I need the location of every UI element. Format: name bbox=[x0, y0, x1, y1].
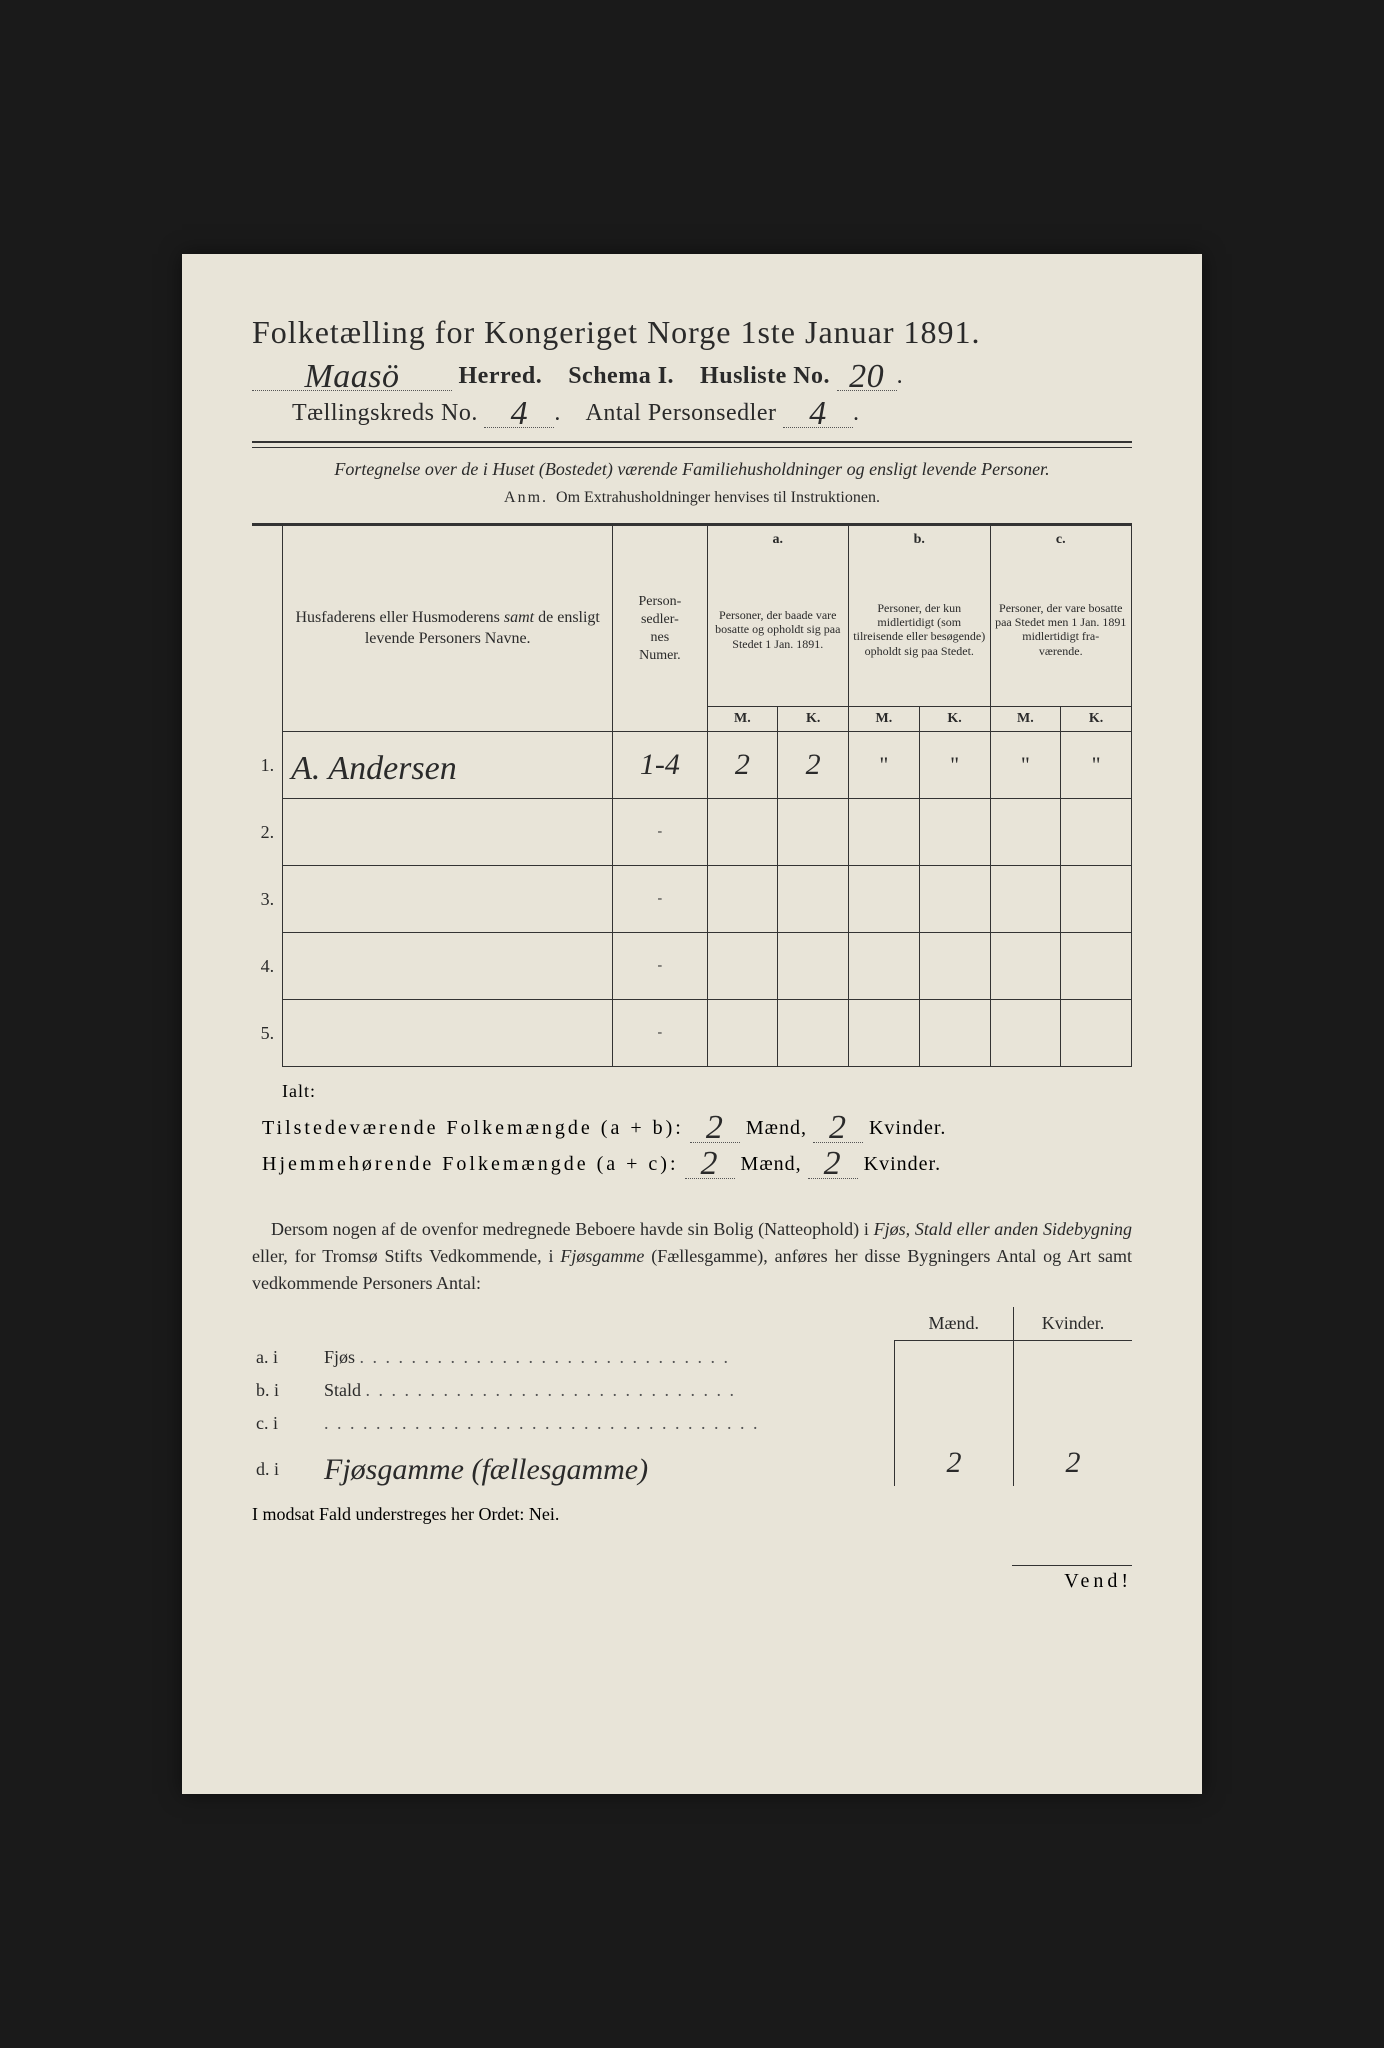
table-row: 3. - bbox=[252, 866, 1132, 933]
herred-label: Herred. bbox=[459, 363, 543, 389]
name-cell bbox=[283, 933, 613, 1000]
lower-d-k: 2 bbox=[1066, 1446, 1081, 1479]
herred-value: Maasö bbox=[252, 363, 452, 391]
header-line-2: Tællingskreds No. 4. Antal Personsedler … bbox=[252, 396, 1132, 427]
nei-line: I modsat Fald understreges her Ordet: Ne… bbox=[252, 1504, 1132, 1525]
table-row: 4. - bbox=[252, 933, 1132, 1000]
col-c-letter: c. bbox=[990, 525, 1132, 553]
name-cell bbox=[283, 1000, 613, 1067]
row-number: 5. bbox=[252, 1000, 283, 1067]
anm-line: Anm. Om Extrahusholdninger henvises til … bbox=[252, 489, 1132, 507]
page-container: Folketælling for Kongeriget Norge 1ste J… bbox=[0, 0, 1384, 2048]
table-row: 5. - bbox=[252, 1000, 1132, 1067]
name-cell bbox=[283, 866, 613, 933]
am-cell: 2 bbox=[707, 732, 778, 799]
col-num-header: Person- sedler- nes Numer. bbox=[613, 525, 707, 732]
bk-cell: " bbox=[919, 732, 990, 799]
num-cell: 1-4 bbox=[613, 732, 707, 799]
schema-label: Schema I. bbox=[568, 363, 674, 389]
num-cell: - bbox=[613, 933, 707, 1000]
antal-value: 4 bbox=[783, 400, 853, 428]
lower-table: Mænd. Kvinder. a. i Fjøs . . . . . . . .… bbox=[252, 1307, 1132, 1486]
table-row: 2. - bbox=[252, 799, 1132, 866]
col-a-header: Personer, der baade vare bosatte og opho… bbox=[707, 552, 848, 707]
lower-row-c: c. i . . . . . . . . . . . . . . . . . .… bbox=[252, 1407, 1132, 1440]
ialt-label: Ialt: bbox=[282, 1081, 1132, 1102]
header-line-1: Maasö Herred. Schema I. Husliste No. 20. bbox=[252, 359, 1132, 390]
instructions-paragraph: Dersom nogen af de ovenfor medregnede Be… bbox=[252, 1216, 1132, 1297]
col-c-m: M. bbox=[990, 707, 1061, 732]
col-a-letter: a. bbox=[707, 525, 848, 553]
lower-row-a: a. i Fjøs . . . . . . . . . . . . . . . … bbox=[252, 1341, 1132, 1374]
summary-line-2: Hjemmehørende Folkemængde (a + c): 2 Mæn… bbox=[262, 1146, 1132, 1176]
anm-text: Om Extrahusholdninger henvises til Instr… bbox=[556, 489, 880, 506]
lower-kvinder-header: Kvinder. bbox=[1014, 1307, 1133, 1341]
name-cell bbox=[283, 799, 613, 866]
kreds-value: 4 bbox=[484, 400, 554, 428]
census-document: Folketælling for Kongeriget Norge 1ste J… bbox=[182, 254, 1202, 1794]
husliste-label: Husliste No. bbox=[700, 363, 830, 389]
col-b-k: K. bbox=[919, 707, 990, 732]
lower-row-b: b. i Stald . . . . . . . . . . . . . . .… bbox=[252, 1374, 1132, 1407]
sum2-m: 2 bbox=[685, 1150, 735, 1178]
num-cell: - bbox=[613, 866, 707, 933]
row-number: 1. bbox=[252, 732, 283, 799]
husliste-value: 20 bbox=[837, 363, 897, 391]
row-number: 3. bbox=[252, 866, 283, 933]
document-title: Folketælling for Kongeriget Norge 1ste J… bbox=[252, 314, 1132, 351]
col-b-m: M. bbox=[849, 707, 920, 732]
antal-label: Antal Personsedler bbox=[586, 400, 777, 426]
main-table: Husfaderens eller Husmoderens samt de en… bbox=[252, 523, 1132, 1067]
sum1-k: 2 bbox=[813, 1114, 863, 1142]
col-b-letter: b. bbox=[849, 525, 990, 553]
num-cell: - bbox=[613, 799, 707, 866]
lower-d-value: Fjøsgamme (fællesgamme) bbox=[324, 1458, 648, 1482]
row-number: 2. bbox=[252, 799, 283, 866]
vend-label: Vend! bbox=[1012, 1565, 1132, 1593]
col-c-header: Personer, der vare bosatte paa Stedet me… bbox=[990, 552, 1132, 707]
anm-label: Anm. bbox=[504, 489, 548, 506]
ak-cell: 2 bbox=[778, 732, 849, 799]
lower-d-m: 2 bbox=[947, 1446, 962, 1479]
summary-line-1: Tilstedeværende Folkemængde (a + b): 2 M… bbox=[262, 1110, 1132, 1140]
row-number: 4. bbox=[252, 933, 283, 1000]
name-cell: A. Andersen bbox=[283, 732, 613, 799]
divider-rule bbox=[252, 441, 1132, 448]
lower-row-d: d. i Fjøsgamme (fællesgamme) 2 2 bbox=[252, 1440, 1132, 1486]
cm-cell: " bbox=[990, 732, 1061, 799]
lower-maend-header: Mænd. bbox=[895, 1307, 1014, 1341]
subtitle: Fortegnelse over de i Huset (Bostedet) v… bbox=[252, 458, 1132, 481]
sum2-k: 2 bbox=[808, 1150, 858, 1178]
ck-cell: " bbox=[1061, 732, 1132, 799]
table-row: 1. A. Andersen 1-4 2 2 " " " " bbox=[252, 732, 1132, 799]
kreds-label: Tællingskreds No. bbox=[292, 400, 478, 426]
col-a-k: K. bbox=[778, 707, 849, 732]
col-c-k: K. bbox=[1061, 707, 1132, 732]
bm-cell: " bbox=[849, 732, 920, 799]
num-cell: - bbox=[613, 1000, 707, 1067]
col-name-header: Husfaderens eller Husmoderens samt de en… bbox=[283, 525, 613, 732]
col-a-m: M. bbox=[707, 707, 778, 732]
sum1-m: 2 bbox=[690, 1114, 740, 1142]
col-b-header: Personer, der kun midlertidigt (som tilr… bbox=[849, 552, 990, 707]
